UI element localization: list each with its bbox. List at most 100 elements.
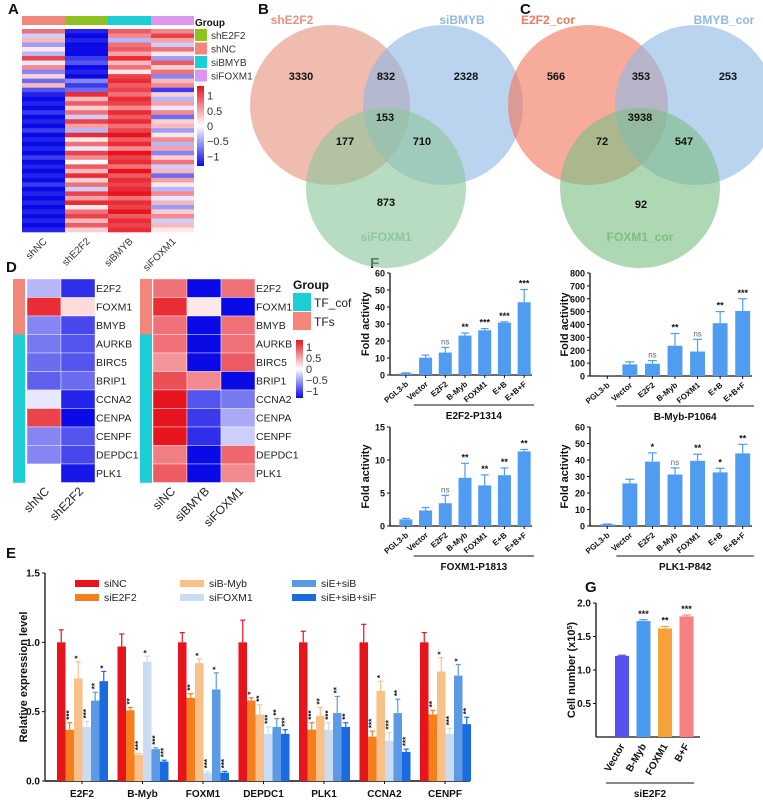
heatmap-cell [22,222,65,228]
significance-label: *** [65,710,74,720]
gene-label: CENPA [96,413,131,425]
heatmap-cell [65,200,108,206]
heatmap-cell [108,204,151,210]
heatmap-cell [60,445,96,465]
venn-count: 710 [413,136,431,148]
bar-siNC [299,642,308,781]
heatmap-cell [22,132,65,138]
gene-label: PLK1 [96,468,122,480]
column-label: siNC [150,484,179,513]
y-axis-label-part: 5 [567,625,574,629]
y-axis-label-part: ) [566,622,578,626]
legend-label: siE+siB+siF [321,592,376,604]
heatmap-cell [60,315,96,335]
bar-siE+siB [272,726,281,781]
heatmap-cell [26,389,62,409]
panel-label-D: D [6,259,17,276]
significance-label: *** [220,758,229,768]
bar-chart-B-Myb-P1064: 0 100 200 300 400 500 600 700 800 Fold activity PG… [559,269,754,423]
row-group-annotation [140,445,152,465]
heatmap-cell [151,186,194,192]
y-tick-label: 60 [575,423,585,433]
heatmap-cell [22,213,65,219]
heatmap-cell [22,101,65,106]
color-scale-tick: 0 [306,364,312,376]
bar [622,483,638,526]
significance-label: *** [479,318,490,328]
heatmap-cell [108,146,151,152]
heatmap-cell [220,371,256,391]
x-tick-label: PLK1 [311,789,337,800]
legend-swatch [292,580,316,587]
x-tick-label: B+F [673,742,692,764]
heatmap-cell [22,74,65,79]
row-group-annotation [140,334,152,354]
row-group-annotation [13,279,25,298]
heatmap-cell [60,334,96,354]
significance-label: ** [461,452,469,462]
bar-siE+siB+siF [160,761,169,781]
venn-set-label: FOXM1_cor [607,230,674,244]
bar-siB-Myb [376,690,385,781]
column-label: shNC [24,236,49,261]
bar [419,510,433,526]
y-axis-label: Fold activity [360,444,372,509]
venn-circle-FOXM1_cor [560,108,720,268]
heatmap-cell [151,47,194,52]
heatmap-cell [108,168,151,174]
heatmap-cell [151,159,194,165]
row-group-annotation [140,408,152,428]
heatmap-cell [151,83,194,88]
heatmap-cell [65,195,108,201]
row-group-annotation [140,371,152,391]
venn-count: 547 [675,136,693,148]
heatmap-cell [65,213,108,219]
heatmap-cell [65,114,108,120]
heatmap-cell [108,173,151,179]
row-group-annotation [13,297,25,317]
heatmap-cell [151,29,194,34]
heatmap-cell [22,128,65,134]
color-scale-tick: 0.5 [207,106,222,118]
row-group-annotation [13,390,25,409]
color-scale-tick: −1 [207,151,220,163]
heatmap-cell [220,315,256,335]
heatmap-cell [151,110,194,116]
significance-label: ** [717,301,725,311]
significance-label: ** [333,686,342,693]
heatmap-cell [151,69,194,75]
heatmap-cell [151,38,194,43]
row-group-annotation [140,279,152,298]
gene-label: AURKB [96,339,132,351]
heatmap-cell [220,334,256,354]
heatmap-cell [22,164,65,170]
heatmap-cell [151,146,194,152]
row-group-annotation [13,316,25,335]
promoter-label: E2F2-P1314 [446,411,503,422]
heatmap-cell [65,56,108,61]
heatmap-cell [65,132,108,138]
heatmap-cell [65,186,108,192]
heatmap-cell [151,155,194,161]
heatmap-cell [22,146,65,152]
gene-label: BMYB [256,320,286,332]
significance-label: *** [160,747,169,757]
gene-label: BIRC5 [96,357,127,369]
y-tick-label: 100 [570,359,585,369]
significance-label: ns [693,329,701,338]
heatmap-cell [65,47,108,52]
bar-siFOXM1 [324,729,333,781]
significance-label: ** [739,433,747,443]
heatmap-cell [108,141,151,147]
group-annotation-cell [65,16,108,25]
gene-label: BIRC5 [256,357,287,369]
y-tick-label: 800 [570,269,585,279]
venn-count: 253 [719,71,737,83]
heatmap-cell [22,92,65,97]
heatmap-cell [151,150,194,156]
heatmap-cell [65,60,108,66]
bar-siE2F2 [65,729,74,781]
